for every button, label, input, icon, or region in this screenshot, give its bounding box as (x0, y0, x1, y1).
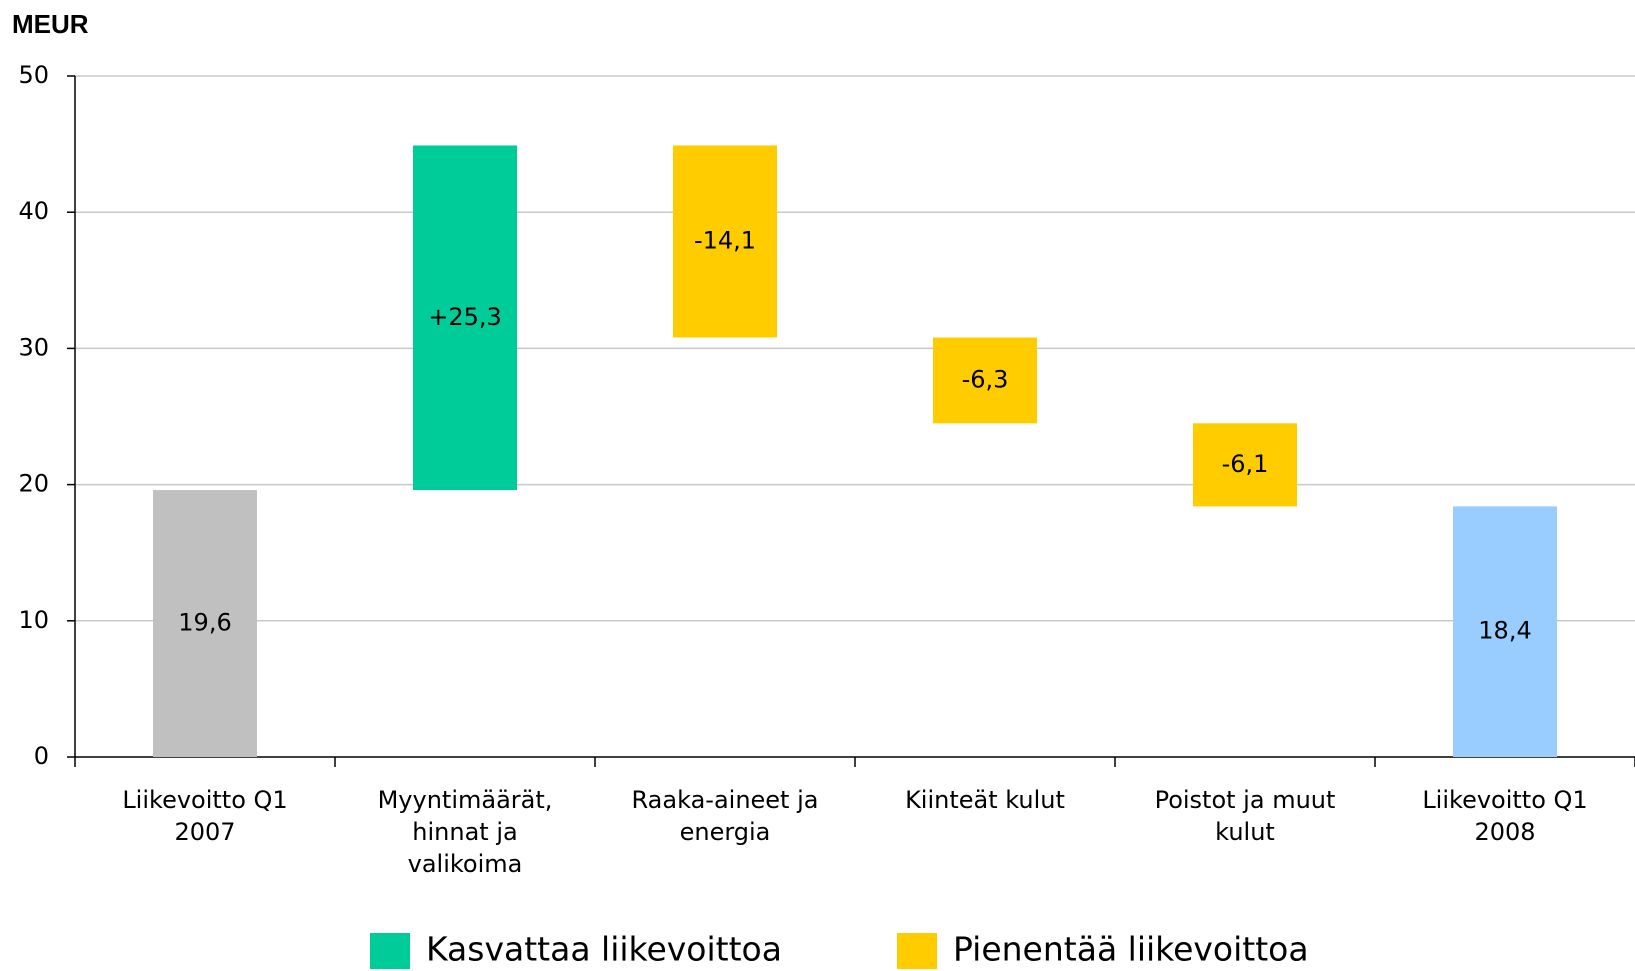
bar (413, 145, 517, 491)
bar (673, 145, 777, 338)
value-label: +25,3 (428, 303, 502, 331)
x-tick-label: Raaka-aineet ja (632, 786, 819, 814)
legend-swatch (370, 933, 410, 969)
y-tick-label: 20 (18, 470, 49, 498)
bar (1193, 423, 1297, 507)
value-label: -6,3 (962, 365, 1009, 393)
x-tick-label: energia (680, 818, 771, 846)
y-tick-label: 10 (18, 606, 49, 634)
x-tick-label: valikoima (408, 850, 523, 878)
x-tick-label: kulut (1215, 818, 1275, 846)
legend-label: Pienentää liikevoittoa (953, 930, 1309, 969)
value-label: 18,4 (1478, 617, 1531, 645)
y-tick-label: 30 (18, 333, 49, 361)
y-tick-label: 40 (18, 197, 49, 225)
x-tick-label: Kiinteät kulut (905, 786, 1065, 814)
x-tick-label: Liikevoitto Q1 (122, 786, 287, 814)
x-tick-label: 2007 (174, 818, 235, 846)
value-label: 19,6 (178, 609, 231, 637)
y-tick-label: 50 (18, 61, 49, 89)
x-tick-label: 2008 (1474, 818, 1535, 846)
bar (153, 490, 257, 757)
legend-swatch (897, 933, 937, 969)
x-tick-label: Liikevoitto Q1 (1422, 786, 1587, 814)
x-tick-label: Myyntimäärät, (378, 786, 553, 814)
y-axis-label: MEUR (12, 9, 89, 39)
x-tick-label: hinnat ja (412, 818, 517, 846)
legend-label: Kasvattaa liikevoittoa (426, 930, 782, 969)
value-label: -6,1 (1222, 450, 1269, 478)
bar (933, 337, 1037, 424)
value-label: -14,1 (694, 226, 756, 254)
y-tick-label: 0 (34, 742, 49, 770)
bar (1453, 506, 1557, 757)
x-tick-label: Poistot ja muut (1155, 786, 1336, 814)
